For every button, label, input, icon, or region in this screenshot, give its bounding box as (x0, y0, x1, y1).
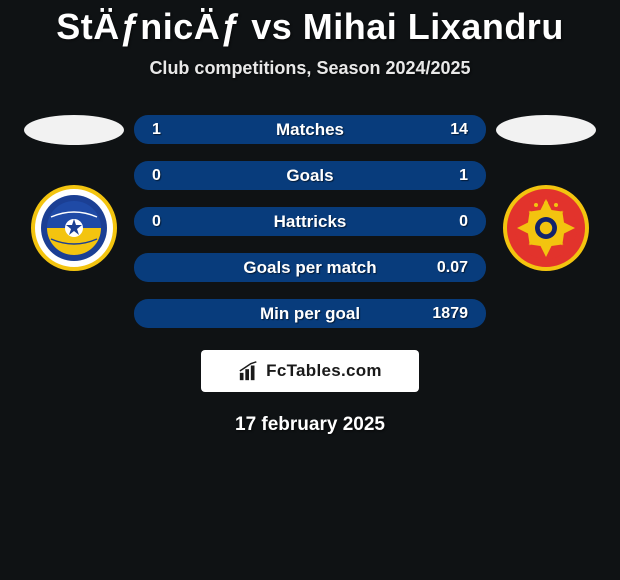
right-side-column (486, 115, 606, 271)
stat-label: Goals (200, 166, 420, 186)
stat-left-value: 0 (152, 167, 200, 185)
site-banner[interactable]: FcTables.com (201, 350, 419, 392)
date-line: 17 february 2025 (235, 414, 385, 436)
petrolul-crest-icon (39, 193, 109, 263)
stat-label: Hattricks (200, 212, 420, 232)
fcsb-crest-icon (513, 195, 579, 261)
stat-left-value: 1 (152, 121, 200, 139)
right-flag-oval (496, 115, 596, 145)
page-title: StÄƒnicÄƒ vs Mihai Lixandru (56, 6, 564, 48)
stats-column: 1 Matches 14 0 Goals 1 0 Hattricks 0 Goa… (134, 115, 486, 328)
site-label: FcTables.com (266, 361, 382, 381)
stat-label: Goals per match (200, 258, 420, 278)
stat-right-value: 14 (420, 121, 468, 139)
stat-right-value: 1879 (420, 305, 468, 323)
stat-row-goals-per-match: Goals per match 0.07 (134, 253, 486, 282)
stat-right-value: 0 (420, 213, 468, 231)
stat-right-value: 1 (420, 167, 468, 185)
stat-row-goals: 0 Goals 1 (134, 161, 486, 190)
left-club-badge (31, 185, 117, 271)
right-club-badge (503, 185, 589, 271)
stat-label: Matches (200, 120, 420, 140)
stat-right-value: 0.07 (420, 259, 468, 277)
left-flag-oval (24, 115, 124, 145)
content-row: 1 Matches 14 0 Goals 1 0 Hattricks 0 Goa… (0, 115, 620, 328)
stat-row-matches: 1 Matches 14 (134, 115, 486, 144)
bar-chart-icon (238, 360, 260, 382)
stat-row-min-per-goal: Min per goal 1879 (134, 299, 486, 328)
stat-label: Min per goal (200, 304, 420, 324)
stat-row-hattricks: 0 Hattricks 0 (134, 207, 486, 236)
stat-left-value: 0 (152, 213, 200, 231)
subtitle: Club competitions, Season 2024/2025 (149, 58, 470, 79)
comparison-card: StÄƒnicÄƒ vs Mihai Lixandru Club competi… (0, 0, 620, 580)
left-side-column (14, 115, 134, 271)
